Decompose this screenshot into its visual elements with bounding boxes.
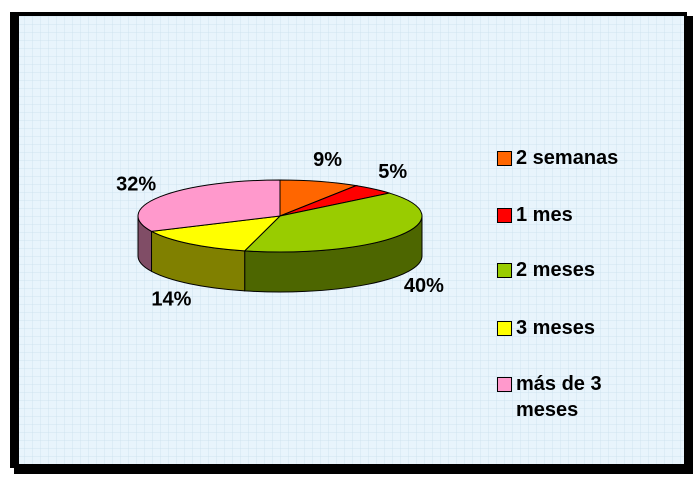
- pie-slice: [149, 215, 282, 252]
- legend-label: más de 3 meses: [516, 373, 602, 421]
- legend-label: 2 semanas: [516, 147, 619, 169]
- legend-item: 2 meses: [497, 257, 667, 283]
- pie-slice: [137, 179, 281, 232]
- data-label: 40%: [404, 275, 444, 297]
- legend-swatch: [497, 208, 512, 223]
- legend-item: 2 semanas: [497, 145, 667, 171]
- legend-label: 2 meses: [516, 259, 595, 281]
- legend-label: 3 meses: [516, 317, 595, 339]
- data-label: 14%: [151, 289, 191, 311]
- data-label: 5%: [378, 161, 407, 183]
- data-label: 9%: [313, 149, 342, 171]
- pie-slice: [279, 179, 358, 217]
- legend-swatch: [497, 321, 512, 336]
- legend-swatch: [497, 151, 512, 166]
- data-label: 32%: [116, 173, 156, 195]
- legend-item: 1 mes: [497, 202, 667, 228]
- legend-label: 1 mes: [516, 204, 573, 226]
- legend-swatch: [497, 377, 512, 392]
- legend-swatch: [497, 263, 512, 278]
- pie-slice: [243, 192, 423, 253]
- pie: 9% 5% 40% 14% 32%: [116, 149, 444, 311]
- legend-item: 3 meses: [497, 315, 667, 341]
- legend-item: más de 3 meses: [497, 371, 667, 423]
